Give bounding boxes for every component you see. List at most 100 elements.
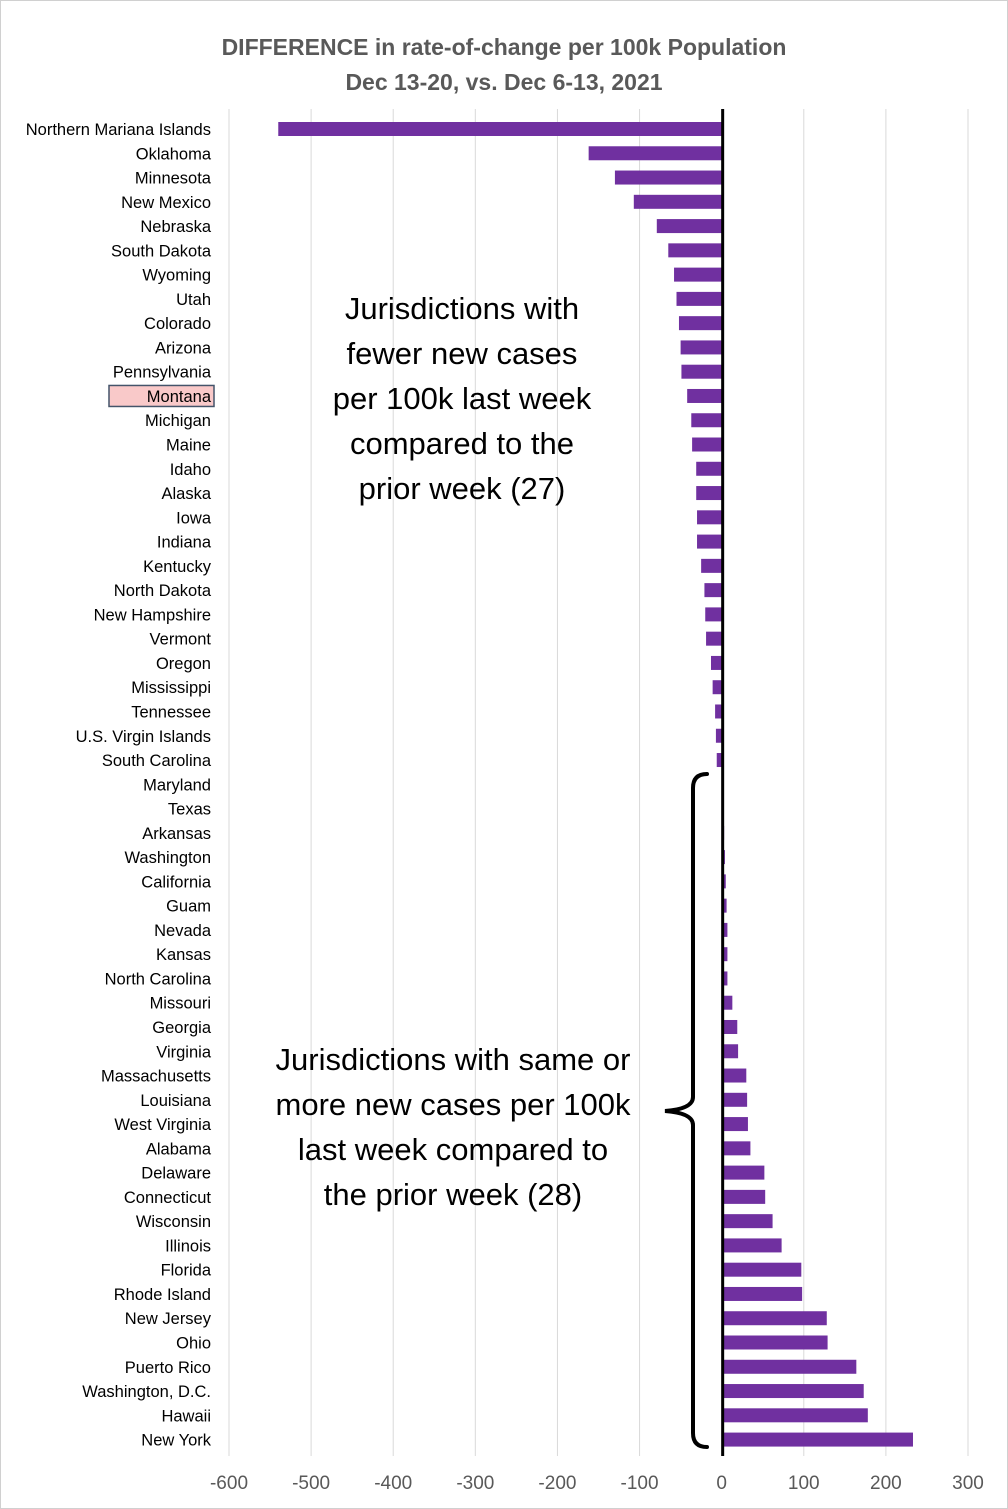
annotation-fewer-line: compared to the xyxy=(350,426,574,461)
category-label: Hawaii xyxy=(161,1407,211,1425)
category-label: New Hampshire xyxy=(94,606,211,624)
x-tick-label: -200 xyxy=(538,1473,576,1494)
category-label: Oregon xyxy=(156,655,211,673)
bar xyxy=(721,1117,748,1132)
annotation-more-line: more new cases per 100k xyxy=(276,1087,631,1122)
category-label: Washington, D.C. xyxy=(82,1383,211,1401)
category-label: Arizona xyxy=(155,339,212,357)
category-label: Iowa xyxy=(176,509,212,527)
bar xyxy=(687,388,722,403)
x-tick-label: 100 xyxy=(788,1473,820,1494)
category-label: Mississippi xyxy=(131,679,211,697)
bar xyxy=(716,753,722,768)
bar xyxy=(721,1384,864,1399)
category-label: Puerto Rico xyxy=(125,1359,211,1377)
bar xyxy=(696,461,722,476)
annotations: Jurisdictions with fewer new cases per 100… xyxy=(276,291,709,1449)
bar xyxy=(721,1359,857,1374)
category-label: South Dakota xyxy=(111,242,212,260)
category-label: Illinois xyxy=(165,1237,211,1255)
x-tick-label: -300 xyxy=(456,1473,494,1494)
annotation-fewer-line: Jurisdictions with xyxy=(345,291,579,326)
x-tick-label: 200 xyxy=(870,1473,902,1494)
category-label: Ohio xyxy=(176,1335,211,1353)
category-label: Kansas xyxy=(156,946,211,964)
category-label: Utah xyxy=(176,291,211,309)
x-tick-label: 300 xyxy=(952,1473,984,1494)
x-tick-label: 0 xyxy=(716,1473,727,1494)
category-label: Wisconsin xyxy=(136,1213,211,1231)
category-label: Indiana xyxy=(157,534,212,552)
bar xyxy=(721,1311,827,1326)
category-label: Oklahoma xyxy=(136,145,212,163)
category-label: Tennessee xyxy=(131,703,211,721)
bar xyxy=(710,655,722,670)
bar xyxy=(721,1189,766,1204)
category-label: Michigan xyxy=(145,412,211,430)
category-label: Guam xyxy=(166,898,211,916)
bar xyxy=(721,1165,765,1180)
bar xyxy=(721,971,728,986)
category-label: Maine xyxy=(166,437,211,455)
category-label: Alabama xyxy=(146,1140,212,1158)
bar xyxy=(656,219,722,234)
category-labels: Northern Mariana Islands Oklahoma Minnesot… xyxy=(26,121,215,1450)
gridlines xyxy=(228,109,969,1456)
bar xyxy=(721,1141,751,1156)
category-label: Texas xyxy=(168,801,211,819)
highlight-box xyxy=(108,384,215,408)
category-label: Virginia xyxy=(156,1043,212,1061)
x-tick-label: -600 xyxy=(210,1473,248,1494)
category-label: Vermont xyxy=(150,631,212,649)
bar xyxy=(721,1019,738,1034)
bar xyxy=(721,1286,803,1301)
bar xyxy=(278,122,722,136)
category-label: Nebraska xyxy=(140,218,211,236)
bar xyxy=(721,1262,802,1277)
bar xyxy=(721,1092,748,1107)
category-label: Missouri xyxy=(150,995,211,1013)
bar xyxy=(676,291,722,306)
bar xyxy=(706,631,722,646)
annotation-more-line: the prior week (28) xyxy=(324,1177,582,1212)
category-label: North Dakota xyxy=(114,582,212,600)
category-label: Arkansas xyxy=(142,825,211,843)
annotation-fewer-line: per 100k last week xyxy=(333,381,592,416)
category-label: Idaho xyxy=(170,461,211,479)
category-label: South Carolina xyxy=(102,752,212,770)
bar xyxy=(588,146,722,161)
category-label: Montana xyxy=(147,388,212,406)
annotation-more-line: Jurisdictions with same or xyxy=(276,1042,631,1077)
annotation-more-line: last week compared to xyxy=(298,1132,608,1167)
category-label: Wyoming xyxy=(142,267,211,285)
category-label: Rhode Island xyxy=(114,1286,211,1304)
category-label: Georgia xyxy=(152,1019,212,1037)
bar xyxy=(704,583,722,598)
bar xyxy=(697,510,722,525)
category-label: California xyxy=(141,873,212,891)
bar xyxy=(715,728,722,743)
category-label: Minnesota xyxy=(135,170,212,188)
bar xyxy=(721,1044,739,1059)
bar xyxy=(721,1068,747,1083)
category-label: Delaware xyxy=(141,1165,211,1183)
bar xyxy=(721,1238,782,1253)
category-label: West Virginia xyxy=(114,1116,211,1134)
bar xyxy=(674,267,722,282)
bar xyxy=(697,534,722,549)
category-label: Connecticut xyxy=(124,1189,212,1207)
bar xyxy=(692,437,722,452)
bar xyxy=(633,194,722,209)
category-label: Kentucky xyxy=(143,558,212,576)
bar xyxy=(696,486,722,501)
bar xyxy=(705,607,722,622)
bar xyxy=(721,1408,868,1423)
category-label: Massachusetts xyxy=(101,1068,211,1086)
category-label: Nevada xyxy=(154,922,212,940)
annotation-fewer-line: fewer new cases xyxy=(347,336,578,371)
chart-title: DIFFERENCE in rate-of-change per 100k Po… xyxy=(221,34,787,60)
category-label: Colorado xyxy=(144,315,211,333)
category-label: Pennsylvania xyxy=(113,364,212,382)
